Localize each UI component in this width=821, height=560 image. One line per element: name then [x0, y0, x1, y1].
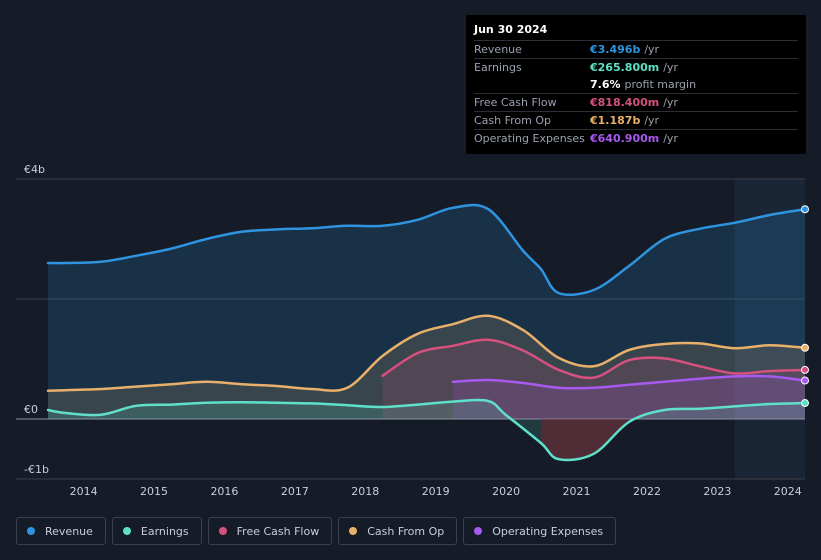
x-tick-label: 2021	[563, 485, 591, 498]
x-tick-label: 2014	[70, 485, 98, 498]
tooltip-value: €1.187b	[590, 114, 641, 127]
line-layer	[46, 203, 807, 462]
legend-dot-icon	[122, 527, 131, 535]
chart-legend: Revenue Earnings Free Cash Flow Cash Fro…	[16, 517, 617, 545]
tooltip-unit: /yr	[663, 96, 678, 109]
tooltip-row-revenue: Revenue €3.496b /yr	[474, 40, 798, 58]
forecast-band	[734, 179, 805, 479]
tooltip-value: €818.400m	[590, 96, 660, 109]
x-tick-label: 2023	[703, 485, 731, 498]
tooltip-unit: /yr	[644, 43, 660, 56]
tooltip-unit: /yr	[644, 114, 660, 127]
legend-label: Cash From Op	[367, 524, 445, 538]
cash-from-op-end-point	[801, 343, 809, 352]
cash-from-op-area	[48, 315, 805, 419]
x-tick-label: 2022	[633, 485, 661, 498]
dot-layer	[801, 205, 809, 408]
y-tick-label: €4b	[24, 163, 45, 176]
financial-chart: €4b€0-€1b 2014 2015 2016 2017 2018 2019 2020 20…	[16, 163, 809, 498]
y-axis-ticks: €4b €0 -€1b	[24, 163, 49, 476]
legend-dot-icon	[27, 527, 35, 535]
legend-label: Earnings	[140, 524, 189, 538]
y-tick-label: -€1b	[24, 463, 49, 476]
tooltip-value: €3.496b	[590, 43, 641, 56]
tooltip-row-profit-margin: 7.6% profit margin	[474, 76, 798, 93]
x-tick-label: 2024	[774, 485, 802, 498]
earnings-negative-area	[540, 419, 629, 461]
x-tick-label: 2017	[281, 485, 309, 498]
free-cash-flow-line	[381, 338, 807, 380]
x-axis-ticks: 2014 2015 2016 2017 2018 2019 2020 2021 2022 2023…	[70, 485, 802, 498]
tooltip-row-free-cash-flow: Free Cash Flow €818.400m /yr	[474, 93, 798, 111]
tooltip-date: Jun 30 2024	[474, 23, 548, 36]
tooltip-unit: profit margin	[624, 78, 697, 91]
legend-dot-icon	[349, 527, 358, 535]
legend-dot-icon	[218, 527, 227, 535]
tooltip-unit: /yr	[663, 61, 678, 74]
tooltip-panel: Jun 30 2024 Revenue €3.496b /yr Earnings…	[466, 15, 806, 154]
tooltip-value: €640.900m	[590, 132, 660, 145]
legend-label: Revenue	[45, 524, 93, 538]
earnings-line	[46, 398, 807, 462]
x-tick-label: 2018	[351, 485, 379, 498]
legend-dot-icon	[474, 527, 483, 535]
grid-layer	[16, 178, 805, 480]
cash-from-op-line	[46, 314, 807, 393]
x-tick-label: 2019	[422, 485, 450, 498]
legend-item-earnings[interactable]: Earnings	[111, 517, 202, 545]
x-tick-label: 2020	[492, 485, 520, 498]
legend-label: Free Cash Flow	[236, 524, 320, 538]
revenue-line	[46, 203, 807, 297]
legend-item-operating-expenses[interactable]: Operating Expenses	[463, 517, 617, 545]
tooltip-label: Free Cash Flow	[474, 96, 557, 109]
earnings-end-point	[801, 399, 809, 408]
legend-label: Operating Expenses	[492, 524, 604, 538]
tooltip-value: 7.6%	[590, 78, 621, 91]
y-tick-label: €0	[24, 403, 38, 416]
tooltip-row-cash-from-op: Cash From Op €1.187b /yr	[474, 111, 798, 129]
legend-item-revenue[interactable]: Revenue	[16, 517, 106, 545]
tooltip-row-earnings: Earnings €265.800m /yr	[474, 58, 798, 76]
free-cash-flow-area	[382, 339, 805, 419]
tooltip-unit: /yr	[663, 132, 678, 145]
revenue-end-point	[801, 205, 809, 214]
free-cash-flow-end-point	[801, 365, 809, 374]
operating-expenses-end-point	[801, 376, 809, 385]
plot-area	[16, 163, 805, 479]
x-tick-label: 2016	[210, 485, 238, 498]
legend-item-cash-from-op[interactable]: Cash From Op	[338, 517, 458, 545]
tooltip-label: Cash From Op	[474, 114, 552, 127]
earnings-area	[48, 400, 805, 461]
tooltip-value: €265.800m	[590, 61, 660, 74]
tooltip-row-operating-expenses: Operating Expenses €640.900m /yr	[474, 129, 798, 147]
tooltip-label: Operating Expenses	[474, 132, 585, 145]
tooltip-label: Earnings	[474, 61, 522, 74]
legend-item-free-cash-flow[interactable]: Free Cash Flow	[207, 517, 333, 545]
tooltip-label: Revenue	[474, 43, 522, 56]
x-tick-label: 2015	[140, 485, 168, 498]
operating-expenses-line	[451, 374, 807, 390]
